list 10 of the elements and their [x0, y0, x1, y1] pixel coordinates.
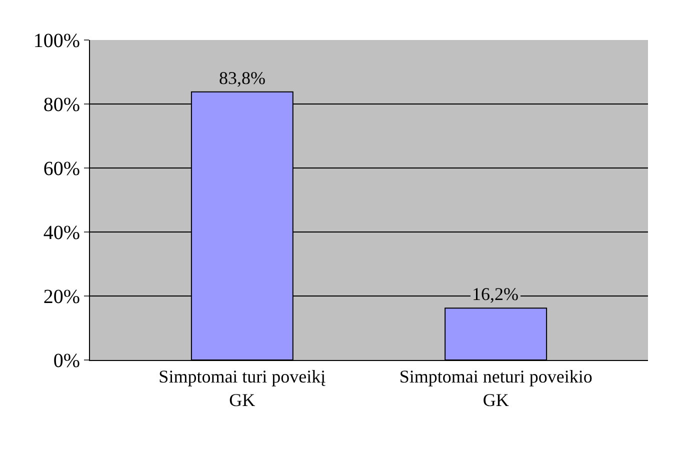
y-tick-label: 40%: [43, 222, 80, 244]
y-tick-label: 60%: [43, 158, 80, 180]
data-label: 83,8%: [219, 68, 266, 88]
y-tick-label: 100%: [33, 30, 80, 52]
y-tick-label: 80%: [43, 94, 80, 116]
y-tick-label: 20%: [43, 286, 80, 308]
x-tick-label: Simptomai neturi poveikio GK: [399, 366, 592, 410]
data-label: 16,2%: [472, 284, 518, 304]
x-tick-label: Simptomai turi poveikį GK: [158, 366, 326, 410]
y-tick-label: 0%: [53, 350, 80, 372]
